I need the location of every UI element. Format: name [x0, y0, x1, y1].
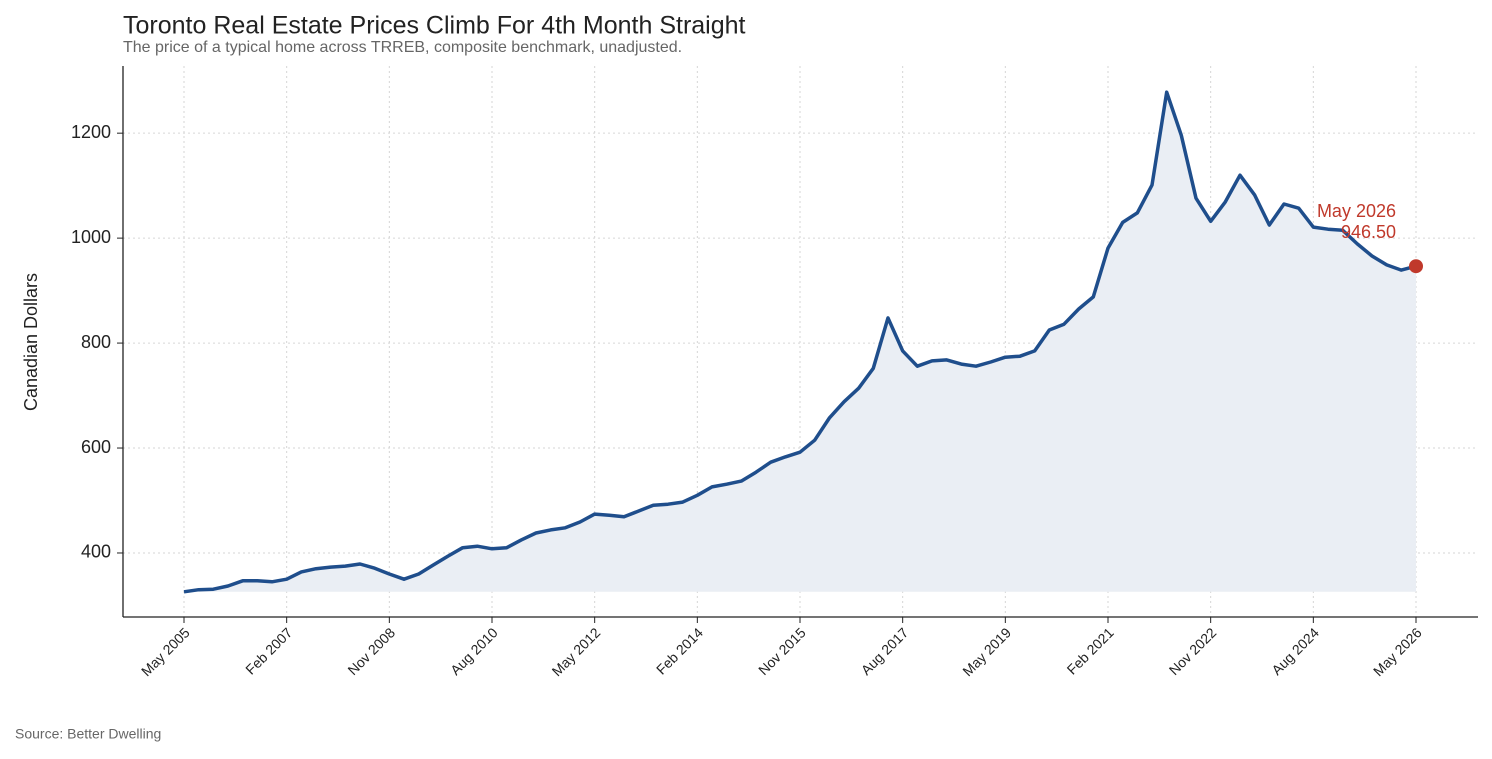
- source: Source: Better Dwelling: [15, 726, 161, 742]
- x-tick-label: May 2012: [549, 624, 604, 679]
- x-tick-label: Feb 2014: [653, 624, 706, 677]
- x-tick-label: May 2019: [959, 624, 1014, 679]
- x-tick-label: May 2005: [138, 624, 193, 679]
- y-tick-label: 400: [81, 542, 111, 562]
- x-tick-label: Nov 2008: [344, 624, 398, 678]
- x-tick-label: Feb 2021: [1064, 624, 1117, 677]
- x-tick-label: Aug 2010: [447, 624, 501, 678]
- y-axis-label: Canadian Dollars: [21, 273, 41, 411]
- x-tick-label: Nov 2022: [1166, 624, 1220, 678]
- x-tick-label: Aug 2024: [1268, 624, 1322, 678]
- y-tick-label: 1000: [71, 227, 111, 247]
- area: [184, 92, 1416, 592]
- y-tick-label: 800: [81, 332, 111, 352]
- y-tick-label: 600: [81, 437, 111, 457]
- y-tick-label: 1200: [71, 122, 111, 142]
- annotation-date: May 2026: [1317, 201, 1396, 221]
- x-tick-label: May 2026: [1370, 624, 1425, 679]
- x-tick-label: Aug 2017: [858, 624, 912, 678]
- plot-area: [123, 66, 1478, 617]
- line: [183, 90, 1417, 594]
- x-tick-label: Feb 2007: [242, 624, 295, 677]
- x-tick-label: Nov 2015: [755, 624, 809, 678]
- chart-subtitle: The price of a typical home across TRREB…: [123, 39, 682, 56]
- highlight-point: [1409, 259, 1423, 274]
- chart-title: Toronto Real Estate Prices Climb For 4th…: [123, 12, 746, 40]
- annotation-value: 946.50: [1341, 222, 1396, 242]
